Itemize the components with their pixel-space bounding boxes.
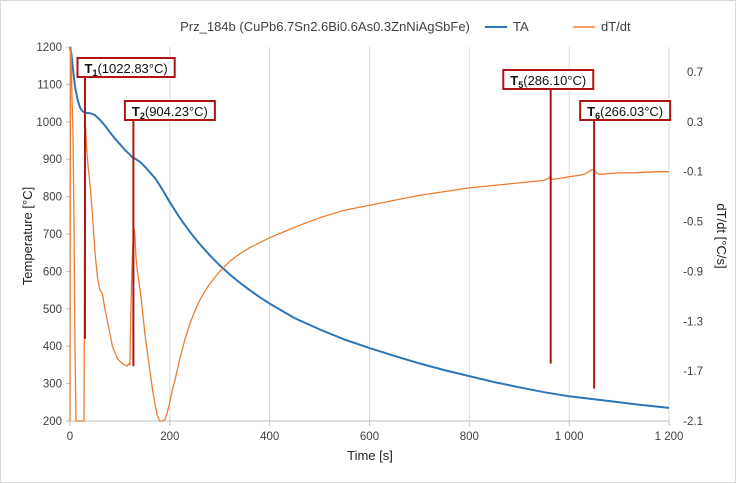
y-tick-label: 900 — [43, 154, 62, 166]
x-tick-label: 800 — [460, 431, 479, 443]
y-tick-label: 400 — [43, 341, 62, 353]
legend-label: TA — [513, 19, 529, 34]
annotation-label: T6(266.03°C) — [587, 104, 663, 121]
y2-tick-label: -1.7 — [683, 366, 703, 378]
y-tick-label: 500 — [43, 304, 62, 316]
y2-tick-label: 0.7 — [687, 67, 703, 79]
y2-tick-label: -1.3 — [683, 316, 703, 328]
y2-tick-label: -2.1 — [683, 416, 703, 428]
y-tick-label: 1200 — [36, 42, 62, 54]
series-line-dTdt — [69, 46, 669, 422]
x-tick-label: 600 — [360, 431, 379, 443]
y2-tick-label: 0.3 — [687, 117, 703, 129]
series-layer — [69, 46, 670, 422]
annotation-label: T5(286.10°C) — [510, 73, 586, 90]
annotation-T2: T2(904.23°C) — [123, 100, 216, 367]
x-axis-title: Time [s] — [347, 448, 393, 463]
annotation-box — [123, 100, 216, 121]
series-line-TA — [69, 46, 670, 409]
chart-title: Prz_184b (CuPb6.7Sn2.6Bi0.6As0.3ZnNiAgSb… — [180, 19, 470, 34]
annotation-T5: T5(286.10°C) — [502, 69, 595, 364]
y-tick-label: 800 — [43, 192, 62, 204]
x-tick-label: 1 000 — [555, 431, 584, 443]
y-tick-label: 1000 — [36, 117, 62, 129]
annotations: T1(1022.83°C) T2(904.23°C) T5(286.10°C)T6(… — [76, 57, 672, 389]
axes: 0 200 400 600 800 1 000 1 200 200 300 400 500 600 70… — [36, 42, 703, 443]
y-tick-label: 200 — [43, 416, 62, 428]
annotation-T6: T6(266.03°C) — [579, 100, 672, 389]
y-tick-label: 300 — [43, 379, 62, 391]
y-tick-label: 600 — [43, 266, 62, 278]
annotation-label: T1(1022.83°C) — [84, 61, 167, 78]
legend-item: dT/dt — [573, 19, 631, 34]
annotation-label: T2(904.23°C) — [132, 104, 208, 121]
annotation-box — [579, 100, 672, 121]
y2-axis-title: dT/dt [°C/s] — [714, 203, 729, 268]
x-tick-label: 400 — [260, 431, 279, 443]
y2-tick-label: -0.9 — [683, 266, 703, 278]
y2-tick-label: -0.1 — [683, 167, 703, 179]
annotation-box — [76, 57, 176, 78]
x-tick-label: 0 — [67, 431, 73, 443]
legend-item: TA — [485, 19, 529, 34]
annotation-box — [502, 69, 595, 90]
x-tick-label: 1 200 — [655, 431, 684, 443]
y2-tick-label: -0.5 — [683, 217, 703, 229]
annotation-T1: T1(1022.83°C) — [76, 57, 176, 339]
legend: TA dT/dt — [485, 19, 631, 34]
y-tick-label: 1100 — [37, 79, 62, 91]
legend-label: dT/dt — [601, 19, 631, 34]
y-axis-title: Temperature [°C] — [20, 187, 35, 285]
x-tick-label: 200 — [160, 431, 179, 443]
y-tick-label: 700 — [43, 229, 62, 241]
